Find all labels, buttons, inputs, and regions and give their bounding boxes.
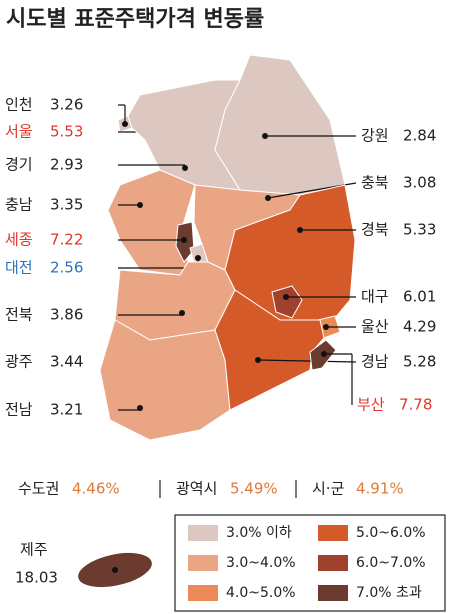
legend-swatch [188,585,218,601]
region-9 [214,54,346,196]
summary-value: 4.91% [356,480,404,498]
region-12 [271,285,303,319]
region-8 [99,319,231,441]
region-value: 3.44 [50,353,83,371]
region-value: 7.78 [399,396,432,414]
legend-swatch [318,525,348,541]
summary-value: 4.46% [72,480,120,498]
region-value: 3.26 [50,96,83,114]
legend-swatch [318,555,348,571]
region-name: 경남 [361,353,389,371]
legend-box [174,514,446,612]
region-name: 전남 [5,401,33,419]
legend-label: 5.0~6.0% [356,525,426,541]
region-name: 대전 [5,259,33,277]
region-value: 3.21 [50,401,83,419]
summary-name: 수도권 [18,480,59,498]
region-value: 18.03 [15,569,58,587]
region-name: 경기 [5,156,33,174]
legend-swatch [188,555,218,571]
region-name: 광주 [5,353,33,371]
region-value: 5.53 [50,123,83,141]
summary-name: 광역시 [176,480,217,498]
region-name: 인천 [5,96,33,114]
region-name: 세종 [5,231,33,249]
title: 시도별 표준주택가격 변동률 [6,7,264,32]
region-name: 울산 [361,318,389,336]
anchor-dot [112,567,118,573]
region-name: 대구 [361,288,389,306]
region-value: 4.29 [403,318,436,336]
region-name: 제주 [20,541,48,559]
region-value: 3.86 [50,306,83,324]
region-value: 3.35 [50,196,83,214]
region-value: 6.01 [403,288,436,306]
legend-label: 3.0% 이하 [226,525,292,541]
region-name: 강원 [361,127,389,145]
legend-swatch [318,585,348,601]
summary-name: 시·군 [312,480,345,498]
legend-label: 3.0~4.0% [226,555,296,571]
region-name: 경북 [361,221,389,239]
region-name: 부산 [357,396,385,414]
region-name: 서울 [5,123,33,141]
region-name: 충북 [361,174,389,192]
region-name: 전북 [5,306,33,324]
region-value: 2.84 [403,127,436,145]
region-value: 2.93 [50,156,83,174]
legend-label: 6.0~7.0% [356,555,426,571]
summary-value: 5.49% [230,480,278,498]
region-3 [107,169,196,276]
region-value: 2.56 [50,259,83,277]
region-value: 3.08 [403,174,436,192]
legend-label: 7.0% 초과 [356,585,422,601]
region-value: 5.33 [403,221,436,239]
legend-label: 4.0~5.0% [226,585,296,601]
region-value: 5.28 [403,353,436,371]
legend-swatch [188,525,218,541]
region-name: 충남 [5,196,33,214]
region-value: 7.22 [50,231,83,249]
leader-line [257,359,357,363]
